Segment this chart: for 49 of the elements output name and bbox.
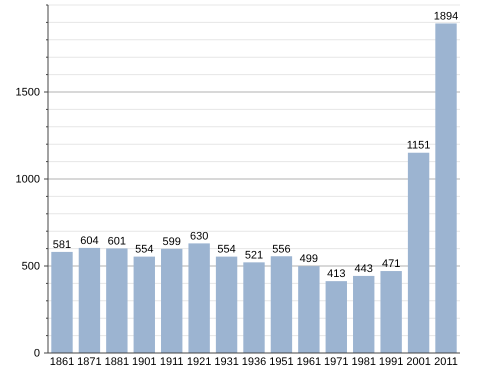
bar: [270, 256, 292, 353]
data-label: 581: [52, 238, 72, 251]
y-tick-label: 1000: [16, 174, 40, 186]
x-tick-label: 1901: [132, 356, 157, 368]
bar: [353, 276, 374, 353]
x-tick-label: 1911: [160, 356, 184, 368]
data-label: 601: [108, 235, 126, 248]
bar: [106, 248, 128, 353]
x-tick-label: 1871: [77, 356, 102, 368]
x-tick-label: 1936: [242, 356, 266, 368]
data-label: 1894: [434, 10, 458, 22]
data-label: 604: [80, 234, 99, 247]
x-tick-label: 1861: [50, 356, 74, 368]
data-label: 499: [300, 253, 318, 266]
y-tick-label: 1500: [16, 86, 40, 99]
x-tick-label: 1881: [104, 356, 130, 368]
x-tick-label: 1971: [324, 356, 349, 368]
data-label: 443: [354, 262, 373, 275]
bar: [326, 281, 347, 353]
bar: [188, 243, 210, 353]
bar: [408, 152, 430, 353]
x-tick-label: 1981: [351, 356, 376, 368]
data-label: 599: [162, 236, 181, 248]
x-tick-label: 1961: [296, 356, 322, 368]
bar: [51, 252, 73, 353]
data-label: 554: [217, 244, 236, 256]
bar: [435, 23, 457, 353]
data-label: 1151: [406, 140, 430, 152]
bar: [216, 256, 238, 353]
x-tick-label: 1991: [378, 356, 404, 368]
data-label: 630: [190, 230, 208, 242]
data-label: 413: [327, 268, 346, 280]
x-tick-label: 1921: [186, 356, 212, 368]
bar: [134, 256, 155, 353]
bar: [78, 248, 100, 353]
y-tick-label: 0: [34, 348, 40, 360]
x-tick-label: 2001: [406, 356, 431, 368]
bar: [298, 266, 320, 353]
x-tick-label: 1951: [269, 356, 294, 368]
y-tick-label: 500: [22, 260, 40, 273]
data-label: 471: [382, 258, 400, 270]
bar: [243, 262, 265, 353]
bar: [380, 271, 402, 353]
data-label: 521: [244, 249, 264, 262]
data-label: 554: [135, 244, 154, 256]
bar: [161, 248, 182, 353]
data-label: 556: [272, 243, 291, 256]
x-tick-label: 2011: [434, 356, 458, 368]
x-tick-label: 1931: [214, 356, 239, 368]
